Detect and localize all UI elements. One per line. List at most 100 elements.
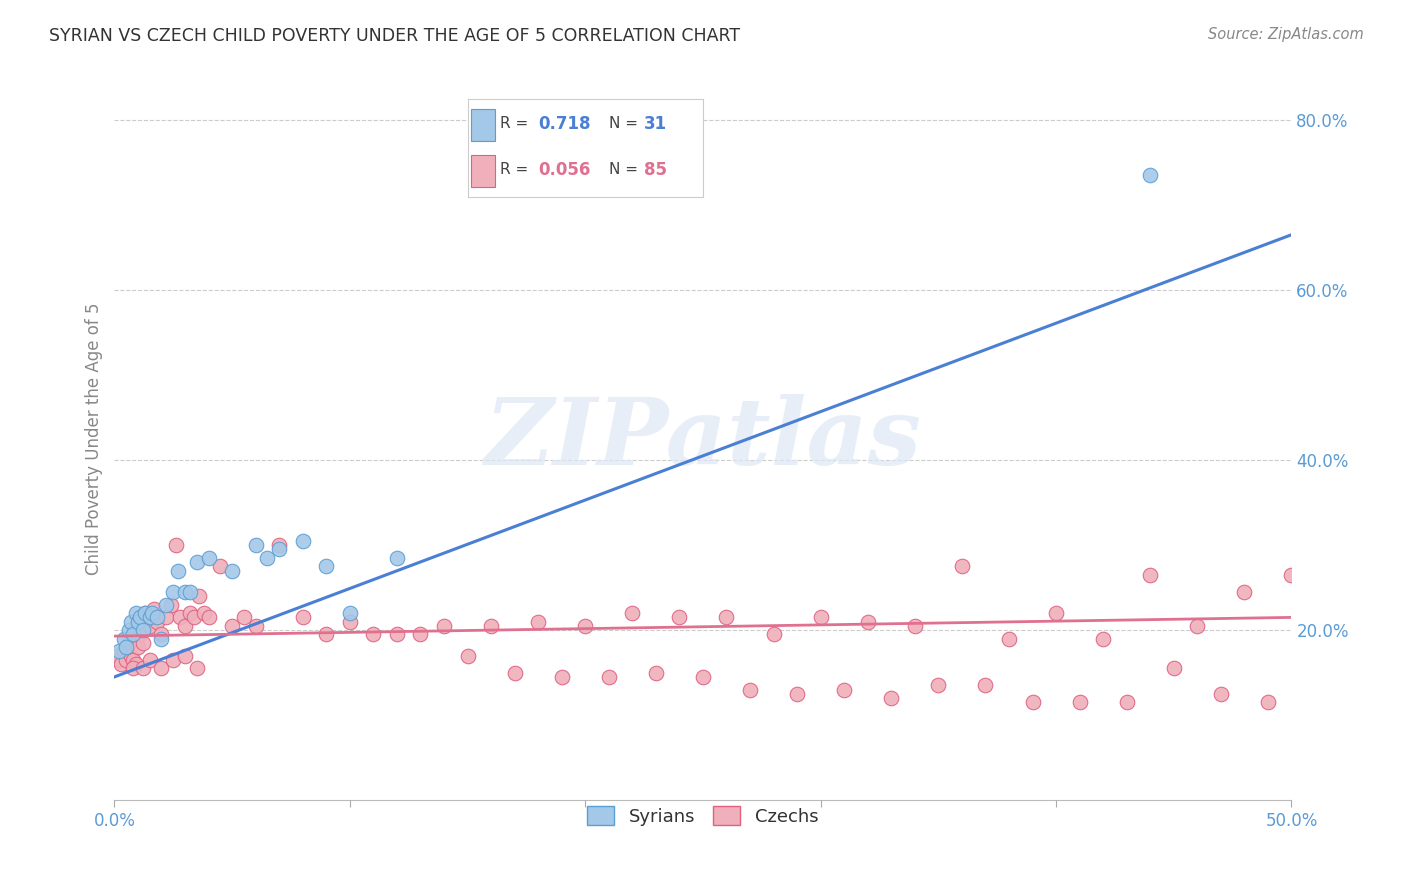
Point (433, 619, 456, 633)
Point (256, 550, 278, 565)
Point (131, 636, 153, 650)
Point (127, 615, 149, 629)
Point (127, 640, 149, 655)
Point (179, 585, 201, 599)
Point (115, 640, 138, 655)
Point (120, 615, 142, 629)
Point (1069, 695, 1091, 709)
Point (550, 670, 572, 684)
Point (169, 610, 191, 624)
Point (245, 538, 267, 552)
Point (146, 615, 169, 629)
Point (108, 644, 131, 658)
Point (644, 665, 666, 680)
Legend: Syrians, Czechs: Syrians, Czechs (578, 797, 828, 835)
Point (131, 661, 153, 675)
Point (122, 661, 145, 675)
Point (503, 665, 526, 680)
Point (621, 606, 644, 620)
Point (1163, 661, 1185, 675)
Point (810, 610, 832, 624)
Point (786, 687, 808, 701)
Point (174, 648, 197, 663)
Point (339, 615, 361, 629)
Point (832, 682, 855, 697)
Point (856, 615, 879, 629)
Point (117, 636, 139, 650)
Point (150, 627, 173, 641)
Point (221, 564, 243, 578)
Point (762, 627, 785, 641)
Point (112, 644, 135, 658)
Point (1139, 168, 1161, 182)
Text: ZIPatlas: ZIPatlas (485, 394, 921, 483)
Point (138, 653, 160, 667)
Point (1139, 567, 1161, 582)
Point (409, 627, 432, 641)
Point (160, 598, 183, 612)
Point (1187, 619, 1209, 633)
Point (155, 610, 177, 624)
Point (574, 619, 596, 633)
Point (998, 632, 1021, 646)
Point (134, 606, 156, 620)
Point (110, 657, 132, 672)
Point (193, 606, 215, 620)
Point (385, 627, 408, 641)
Point (129, 610, 152, 624)
Point (165, 538, 187, 552)
Point (162, 653, 184, 667)
Point (716, 610, 738, 624)
Point (221, 619, 243, 633)
Point (974, 678, 997, 692)
Point (339, 606, 361, 620)
Point (1257, 695, 1279, 709)
Point (183, 610, 205, 624)
Point (315, 627, 337, 641)
Point (174, 585, 197, 599)
Point (1233, 585, 1256, 599)
Point (598, 670, 620, 684)
Point (291, 610, 314, 624)
Point (1209, 687, 1232, 701)
Point (527, 615, 550, 629)
Point (134, 606, 156, 620)
Point (738, 682, 761, 697)
Point (117, 623, 139, 637)
Point (108, 653, 131, 667)
Point (291, 533, 314, 548)
Point (457, 648, 479, 663)
Point (150, 661, 173, 675)
Point (1045, 606, 1067, 620)
Point (1115, 695, 1137, 709)
Point (269, 538, 291, 552)
Point (115, 653, 138, 667)
Point (162, 585, 184, 599)
Point (112, 632, 135, 646)
Point (131, 623, 153, 637)
Point (150, 632, 173, 646)
Point (141, 610, 163, 624)
Point (138, 619, 160, 633)
Point (167, 564, 190, 578)
Point (186, 555, 208, 569)
Point (479, 619, 502, 633)
Point (668, 610, 690, 624)
Point (1021, 695, 1043, 709)
Text: SYRIAN VS CZECH CHILD POVERTY UNDER THE AGE OF 5 CORRELATION CHART: SYRIAN VS CZECH CHILD POVERTY UNDER THE … (49, 27, 741, 45)
Point (122, 627, 145, 641)
Point (197, 610, 219, 624)
Point (950, 559, 973, 574)
Point (124, 657, 146, 672)
Point (880, 691, 903, 706)
Point (138, 610, 160, 624)
Point (105, 648, 128, 663)
Point (385, 550, 408, 565)
Point (269, 542, 291, 557)
Point (186, 661, 208, 675)
Point (124, 606, 146, 620)
Point (904, 619, 927, 633)
Point (155, 598, 177, 612)
Point (209, 559, 232, 574)
Point (146, 610, 169, 624)
